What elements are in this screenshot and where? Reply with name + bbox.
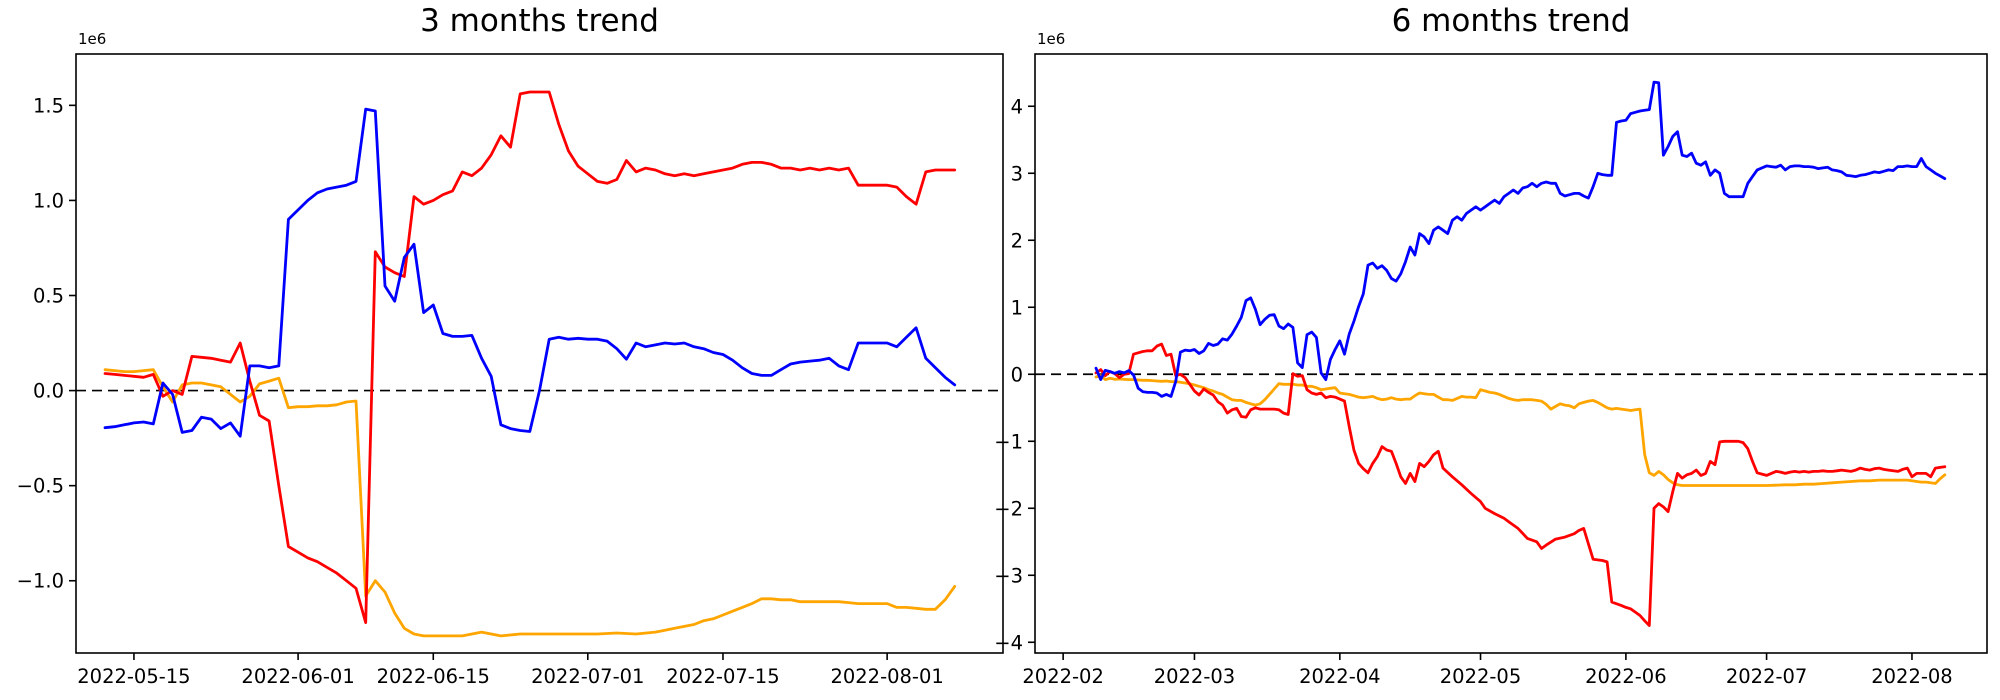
y-tick-label: 2	[1011, 229, 1023, 252]
x-tick-label: 2022-08	[1871, 665, 1952, 688]
y-tick-label: 0	[1011, 363, 1023, 386]
red-line	[1094, 342, 1947, 627]
x-tick-label: 2022-07-15	[666, 665, 779, 688]
red-line	[103, 90, 957, 624]
x-tick-label: 2022-03	[1154, 665, 1235, 688]
y-tick-label: −1	[994, 430, 1023, 453]
x-tick-label: 2022-08-01	[830, 665, 943, 688]
chart-title-6-months: 6 months trend	[1391, 3, 1631, 39]
axes-spines	[75, 53, 1004, 654]
y-tick-label: 1	[1011, 296, 1023, 319]
x-tick-label: 2022-06-01	[241, 665, 354, 688]
y-axis-offset-label-right: 1e6	[1037, 30, 1066, 48]
y-tick-label: 0.0	[33, 380, 64, 403]
three-months-trend-plot: 2022-05-15 2022-06-01 2022-06-15 2022-07-01…	[17, 53, 1004, 688]
y-tick-label: 1.0	[33, 189, 64, 212]
y-tick-label: −4	[994, 631, 1023, 654]
blue-line	[1094, 80, 1947, 398]
y-tick-label: −1.0	[17, 570, 64, 593]
y-tick-label: 3	[1011, 162, 1023, 185]
y-tick-label: −0.5	[17, 475, 64, 498]
y-tick-label: −3	[994, 564, 1023, 587]
chart-title-3-months: 3 months trend	[420, 3, 659, 39]
x-tick-label: 2022-06-15	[377, 665, 490, 688]
x-tick-label: 2022-06	[1585, 665, 1666, 688]
x-tick-label: 2022-02	[1022, 665, 1103, 688]
x-tick-label: 2022-07	[1726, 665, 1807, 688]
y-axis-offset-label-left: 1e6	[78, 30, 107, 48]
orange-line	[1094, 374, 1947, 487]
axes-spines	[1034, 53, 1988, 654]
y-tick-label: 4	[1011, 95, 1023, 118]
y-tick-label: 0.5	[33, 285, 64, 308]
y-tick-label: 1.5	[33, 94, 64, 117]
x-tick-label: 2022-04	[1299, 665, 1380, 688]
y-tick-label: −2	[994, 497, 1023, 520]
orange-line	[103, 368, 957, 638]
blue-line	[103, 107, 957, 438]
six-months-trend-plot: 2022-02 2022-03 2022-04 2022-05 2022-06 2022-…	[994, 53, 1988, 688]
x-tick-label: 2022-05-15	[77, 665, 190, 688]
x-tick-label: 2022-05	[1440, 665, 1521, 688]
x-tick-label: 2022-07-01	[531, 665, 644, 688]
